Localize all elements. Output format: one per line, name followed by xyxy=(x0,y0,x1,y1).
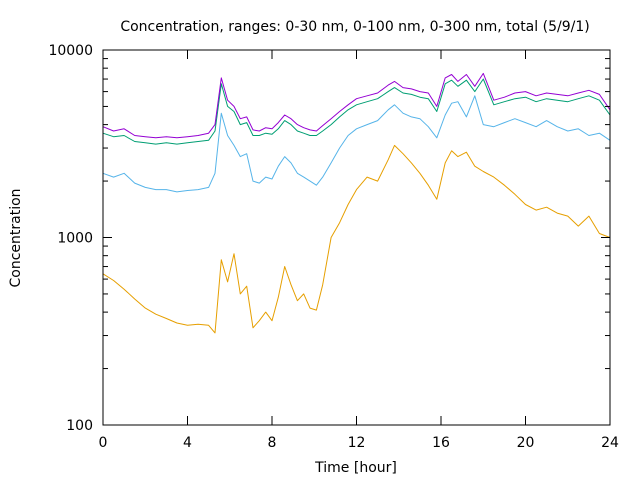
y-tick-label: 10000 xyxy=(48,43,93,59)
x-tick-label: 24 xyxy=(601,435,619,451)
series-line-4 xyxy=(102,72,611,139)
series-line-3 xyxy=(102,78,611,145)
x-tick-label: 20 xyxy=(517,435,535,451)
y-tick-label: 1000 xyxy=(57,231,93,247)
x-tick-label: 0 xyxy=(99,435,108,451)
chart-title: Concentration, ranges: 0-30 nm, 0-100 nm… xyxy=(120,19,589,35)
axis-ticks: 0 4 8 12 16 20 24 100 1000 10000 xyxy=(48,43,619,451)
x-tick-label: 12 xyxy=(348,435,366,451)
x-tick-label: 8 xyxy=(268,435,277,451)
x-axis-label: Time [hour] xyxy=(314,460,397,476)
x-tick-label: 16 xyxy=(432,435,450,451)
series-layer xyxy=(102,72,611,334)
x-tick-label: 4 xyxy=(183,435,192,451)
series-line-2 xyxy=(102,95,611,193)
series-line-1 xyxy=(102,144,611,334)
y-tick-label: 100 xyxy=(66,418,93,434)
plot-frame xyxy=(102,49,611,426)
y-axis-label: Concentration xyxy=(8,188,24,287)
